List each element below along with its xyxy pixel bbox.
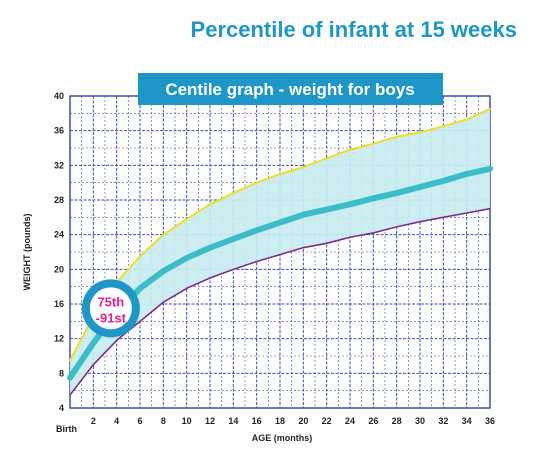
chart-title: Centile graph - weight for boys bbox=[165, 80, 414, 99]
y-tick-label: 12 bbox=[54, 334, 64, 344]
x-tick-label: 20 bbox=[298, 416, 308, 426]
centile-chart: 2 4 6 8 10 12 14 16 18 20 22 24 26 28 30 32 34 36 4 8 12 16 20… bbox=[0, 70, 545, 450]
percentile-marker: 75th -91st bbox=[81, 279, 140, 338]
percentile-band bbox=[70, 109, 490, 395]
marker-inner-ring bbox=[87, 285, 134, 332]
x-tick-label: 18 bbox=[275, 416, 285, 426]
y-tick-label: 36 bbox=[54, 126, 64, 136]
x-tick-label: 10 bbox=[182, 416, 192, 426]
upper-percentile-line bbox=[69, 108, 491, 362]
x-tick-label: 4 bbox=[114, 416, 119, 426]
y-tick-label: 8 bbox=[59, 368, 64, 378]
y-tick-label: 40 bbox=[54, 91, 64, 101]
x-tick-label: 22 bbox=[322, 416, 332, 426]
x-tick-label: 28 bbox=[392, 416, 402, 426]
y-tick-label: 20 bbox=[54, 264, 64, 274]
y-tick-label: 16 bbox=[54, 299, 64, 309]
birth-label: Birth bbox=[56, 424, 77, 434]
series-lines bbox=[67, 108, 493, 396]
marker-label-line2: -91st bbox=[96, 310, 127, 325]
x-tick-label: 6 bbox=[137, 416, 142, 426]
tick-labels: 2 4 6 8 10 12 14 16 18 20 22 24 26 28 30 32 34 3648121620… bbox=[54, 91, 495, 426]
x-tick-label: 16 bbox=[252, 416, 262, 426]
lower-percentile-line bbox=[69, 207, 491, 396]
y-tick-label: 32 bbox=[54, 160, 64, 170]
marker-label-line1: 75th bbox=[97, 294, 124, 309]
x-axis-title: AGE (months) bbox=[252, 433, 313, 443]
x-tick-label: 30 bbox=[415, 416, 425, 426]
chart-title-box: Centile graph - weight for boys bbox=[138, 73, 443, 105]
x-tick-label: 8 bbox=[161, 416, 166, 426]
x-tick-label: 24 bbox=[345, 416, 355, 426]
middle-percentile-line bbox=[67, 165, 493, 381]
chart-svg: 2 4 6 8 10 12 14 16 18 20 22 24 26 28 30 32 34 3648121620… bbox=[22, 73, 495, 443]
y-tick-label: 28 bbox=[54, 195, 64, 205]
chart-title-background bbox=[138, 73, 443, 105]
x-tick-label: 14 bbox=[228, 416, 238, 426]
y-tick-label: 24 bbox=[54, 230, 64, 240]
x-tick-label: 36 bbox=[485, 416, 495, 426]
x-tick-label: 26 bbox=[368, 416, 378, 426]
band-area bbox=[70, 109, 490, 395]
page-title: Percentile of infant at 15 weeks bbox=[190, 17, 517, 42]
x-tick-label: 34 bbox=[462, 416, 472, 426]
y-axis-title: WEIGHT (pounds) bbox=[22, 214, 32, 291]
x-tick-label: 32 bbox=[438, 416, 448, 426]
x-tick-label: 2 bbox=[91, 416, 96, 426]
x-tick-label: 12 bbox=[205, 416, 215, 426]
y-tick-label: 4 bbox=[59, 403, 64, 413]
